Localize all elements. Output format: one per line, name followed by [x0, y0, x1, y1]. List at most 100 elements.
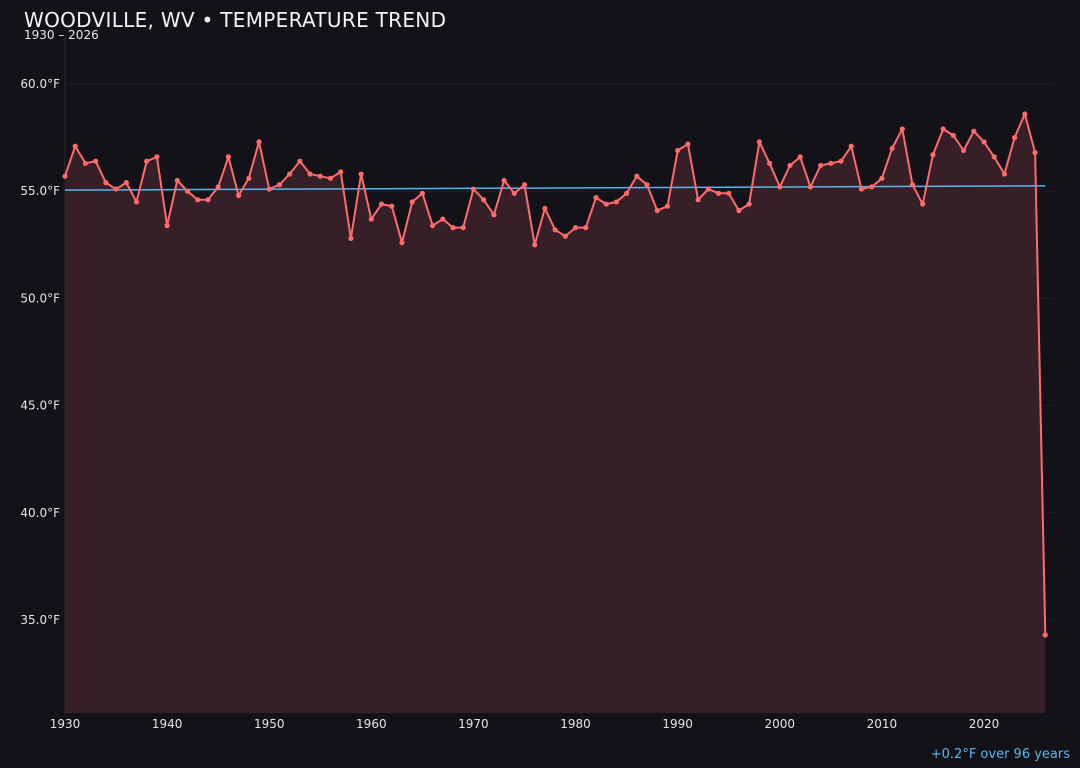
- data-point: [746, 201, 752, 207]
- data-point: [133, 199, 140, 205]
- data-point: [899, 126, 905, 132]
- data-point: [72, 143, 78, 149]
- data-point: [164, 222, 170, 229]
- data-point: [103, 180, 109, 186]
- data-point: [797, 154, 803, 160]
- data-point: [583, 225, 589, 231]
- data-point: [184, 188, 191, 194]
- data-point: [787, 162, 793, 169]
- trend-summary: +0.2°F over 96 years: [930, 747, 1070, 762]
- data-point: [705, 186, 711, 192]
- data-point: [123, 180, 129, 186]
- data-point: [930, 152, 936, 158]
- data-point: [93, 158, 99, 164]
- data-point: [215, 184, 221, 190]
- data-point: [174, 177, 180, 184]
- data-point: [695, 197, 701, 203]
- data-point: [736, 207, 742, 214]
- data-point: [1032, 150, 1038, 156]
- x-tick-label: 1960: [356, 717, 387, 731]
- data-points: [62, 111, 1048, 638]
- data-point: [82, 160, 89, 166]
- data-point: [419, 190, 425, 196]
- data-point: [644, 182, 650, 188]
- data-point: [950, 132, 956, 139]
- data-point: [521, 182, 528, 188]
- data-point: [460, 225, 466, 231]
- data-point: [195, 197, 201, 203]
- y-tick-label: 50.0°F: [20, 291, 60, 305]
- data-point: [807, 184, 814, 190]
- chart-title: WOODVILLE, WV • TEMPERATURE TREND: [24, 8, 447, 32]
- trend-line: [64, 185, 1046, 191]
- chart-subtitle: 1930 – 2026: [24, 28, 99, 42]
- x-tick-label: 1980: [560, 717, 591, 731]
- data-point: [511, 190, 517, 196]
- data-point: [399, 240, 405, 246]
- data-point: [991, 154, 997, 160]
- data-point: [685, 141, 691, 147]
- data-point: [235, 192, 242, 199]
- data-point: [317, 173, 323, 179]
- data-point: [297, 158, 303, 164]
- data-point: [481, 197, 487, 203]
- data-point: [1001, 171, 1008, 177]
- data-point: [960, 147, 967, 154]
- data-point: [920, 201, 926, 207]
- x-tick-label: 2020: [969, 717, 1000, 731]
- data-point: [869, 184, 875, 190]
- data-point: [889, 145, 895, 151]
- data-point: [940, 126, 946, 132]
- data-point: [1012, 135, 1018, 141]
- y-axis-ticks: 35.0°F 40.0°F 45.0°F 50.0°F 55.0°F 60.0°F: [20, 77, 60, 627]
- data-point: [1022, 111, 1028, 117]
- data-point: [858, 186, 865, 192]
- data-point: [266, 186, 272, 192]
- data-point: [144, 158, 150, 164]
- x-tick-label: 1940: [152, 717, 183, 731]
- x-tick-label: 2000: [765, 717, 796, 731]
- data-point: [470, 186, 477, 192]
- data-point: [675, 147, 681, 154]
- x-tick-label: 1950: [254, 717, 285, 731]
- data-point: [368, 216, 374, 222]
- data-point: [654, 207, 660, 214]
- y-tick-label: 45.0°F: [20, 399, 60, 413]
- data-point: [491, 212, 497, 218]
- data-point: [828, 160, 834, 166]
- data-point: [327, 175, 334, 181]
- data-point: [62, 173, 68, 179]
- y-tick-label: 40.0°F: [20, 506, 60, 520]
- data-point: [756, 139, 762, 145]
- data-point: [593, 195, 599, 201]
- data-point: [838, 158, 844, 164]
- temperature-area-fill: [65, 114, 1046, 713]
- data-point: [848, 143, 854, 149]
- data-point: [613, 199, 620, 205]
- data-point: [440, 216, 446, 222]
- data-point: [450, 225, 456, 231]
- data-point: [532, 242, 538, 248]
- data-point: [430, 222, 436, 229]
- data-point: [358, 171, 364, 177]
- data-point: [766, 160, 773, 166]
- data-point: [256, 139, 262, 145]
- data-point: [225, 154, 231, 160]
- data-point: [664, 203, 671, 209]
- x-tick-label: 1930: [50, 717, 81, 731]
- data-point: [715, 190, 722, 196]
- y-tick-label: 35.0°F: [20, 613, 60, 627]
- data-point: [389, 203, 395, 209]
- data-point: [818, 162, 824, 169]
- data-point: [726, 190, 732, 196]
- data-point: [113, 186, 119, 192]
- data-point: [542, 205, 548, 211]
- data-point: [552, 227, 558, 233]
- data-point: [348, 235, 354, 241]
- x-tick-label: 1990: [662, 717, 693, 731]
- data-point: [1042, 632, 1048, 638]
- data-point: [879, 175, 885, 181]
- data-point: [378, 201, 385, 207]
- data-point: [562, 233, 568, 239]
